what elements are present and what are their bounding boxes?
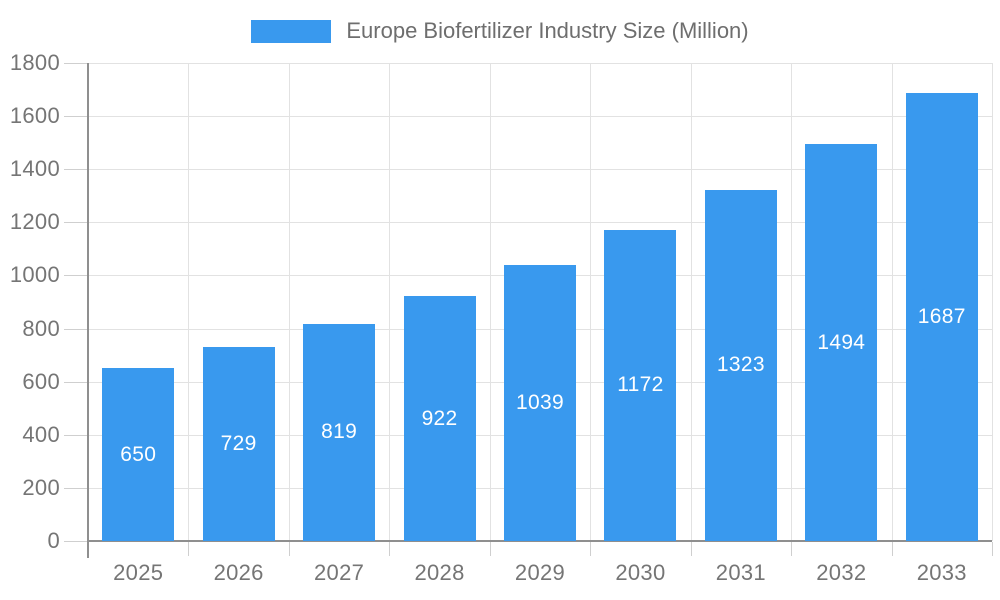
x-tick-mark xyxy=(791,542,793,556)
x-tick-mark xyxy=(590,542,592,556)
y-tick-mark xyxy=(64,63,88,64)
bar[interactable]: 1039 xyxy=(504,265,576,541)
x-tick-mark xyxy=(288,542,290,556)
y-tick-label: 600 xyxy=(22,368,60,394)
x-tick-mark xyxy=(489,542,491,556)
x-gridline xyxy=(891,63,893,541)
bar-value-label: 1323 xyxy=(716,353,765,377)
x-gridline xyxy=(590,63,592,541)
x-gridline xyxy=(288,63,290,541)
x-gridline xyxy=(489,63,491,541)
bar[interactable]: 1687 xyxy=(905,93,978,541)
x-tick-label: 2027 xyxy=(314,560,365,585)
bar[interactable]: 1494 xyxy=(805,144,878,541)
bar[interactable]: 650 xyxy=(102,368,175,541)
y-tick-mark xyxy=(64,381,88,383)
y-gridline xyxy=(88,169,992,171)
x-tick-label: 2031 xyxy=(715,560,766,585)
x-tick-mark xyxy=(891,542,893,556)
y-tick-mark xyxy=(64,116,88,118)
x-gridline xyxy=(992,63,993,541)
y-tick-label: 1400 xyxy=(9,156,60,182)
bar[interactable]: 1323 xyxy=(704,189,777,541)
x-gridline xyxy=(791,63,793,541)
chart-legend[interactable]: Europe Biofertilizer Industry Size (Mill… xyxy=(0,18,1000,44)
y-gridline xyxy=(88,222,992,224)
x-tick-mark xyxy=(992,542,993,556)
x-tick-mark xyxy=(188,542,190,556)
x-tick-label: 2025 xyxy=(113,560,164,585)
x-gridline xyxy=(690,63,692,541)
bar[interactable]: 819 xyxy=(303,323,376,541)
bar[interactable]: 729 xyxy=(202,347,275,541)
y-tick-mark xyxy=(64,275,88,277)
y-tick-label: 1200 xyxy=(9,209,60,235)
x-tick-label: 2026 xyxy=(213,560,264,585)
y-tick-mark xyxy=(64,328,88,330)
bar-value-label: 1172 xyxy=(617,373,664,397)
y-tick-mark xyxy=(64,434,88,436)
bar-value-label: 819 xyxy=(321,420,358,444)
x-tick-label: 2028 xyxy=(414,560,465,585)
bar-value-label: 1494 xyxy=(817,330,866,354)
x-gridline xyxy=(389,63,391,541)
bar-value-label: 1039 xyxy=(516,391,564,415)
y-tick-mark xyxy=(64,169,88,171)
y-gridline xyxy=(88,63,992,64)
bar-value-label: 729 xyxy=(220,432,257,456)
x-tick-label: 2030 xyxy=(615,560,666,585)
x-gridline xyxy=(188,63,190,541)
bar-value-label: 1687 xyxy=(917,304,966,328)
y-tick-mark xyxy=(64,222,88,224)
y-tick-label: 1600 xyxy=(9,103,60,129)
y-tick-label: 0 xyxy=(47,528,60,553)
x-tick-mark xyxy=(389,542,391,556)
x-tick-label: 2032 xyxy=(816,560,867,585)
bar[interactable]: 922 xyxy=(403,296,476,541)
y-tick-label: 400 xyxy=(22,421,60,447)
y-axis-line xyxy=(87,63,89,558)
y-tick-label: 1800 xyxy=(9,50,60,75)
x-tick-mark xyxy=(690,542,692,556)
y-gridline xyxy=(88,116,992,118)
y-tick-label: 200 xyxy=(22,474,60,500)
y-tick-label: 1000 xyxy=(9,262,60,288)
bar-value-label: 650 xyxy=(120,442,157,466)
y-tick-label: 800 xyxy=(22,315,60,341)
bar-value-label: 922 xyxy=(421,406,458,430)
legend-color-swatch xyxy=(251,19,332,43)
legend-series-label: Europe Biofertilizer Industry Size (Mill… xyxy=(346,18,749,43)
x-tick-label: 2029 xyxy=(514,560,566,585)
bar[interactable]: 1172 xyxy=(604,229,677,541)
y-tick-mark xyxy=(64,541,88,542)
x-axis-baseline xyxy=(87,540,992,542)
y-tick-mark xyxy=(64,487,88,489)
x-tick-label: 2033 xyxy=(916,560,967,585)
